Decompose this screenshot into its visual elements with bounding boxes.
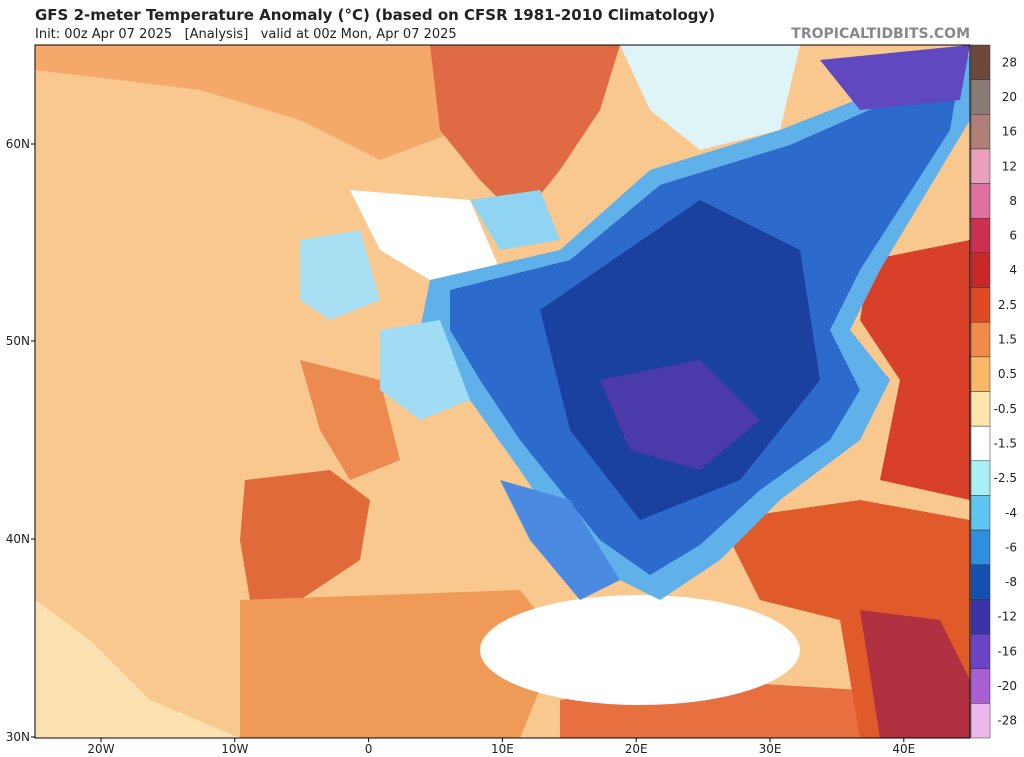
- colorbar-box: [970, 79, 991, 115]
- colorbar-label: -6: [1005, 540, 1017, 554]
- colorbar-box: [970, 703, 991, 739]
- colorbar-box: [970, 114, 991, 150]
- lon-label: 0: [365, 742, 373, 756]
- colorbar-box: [970, 252, 991, 288]
- colorbar-box: [970, 460, 991, 496]
- colorbar-box: [970, 564, 991, 600]
- colorbar-box: [970, 633, 991, 669]
- colorbar-box: [970, 495, 991, 531]
- axis-labels: 60N 50N 40N 30N 20W 10W 0 10E 20E 30E 40E: [6, 137, 915, 756]
- colorbar-label: 16: [1002, 125, 1017, 139]
- colorbar-box: [970, 148, 991, 184]
- lon-label: 40E: [892, 742, 915, 756]
- lon-label: 30E: [759, 742, 782, 756]
- colorbar-label: -8: [1005, 575, 1017, 589]
- lat-label: 50N: [6, 334, 30, 348]
- colorbar-label: 12: [1002, 159, 1017, 173]
- colorbar-label: -2.5: [994, 471, 1017, 485]
- colorbar-label: -0.5: [994, 402, 1017, 416]
- lon-label: 10E: [491, 742, 514, 756]
- colorbar-box: [970, 425, 991, 462]
- anomaly-map: [35, 45, 970, 738]
- colorbar-label: 1.5: [998, 333, 1017, 347]
- colorbar-label: -28: [997, 714, 1017, 728]
- colorbar-box: [970, 391, 991, 427]
- colorbar-label: 4: [1009, 263, 1017, 277]
- colorbar-box: [970, 287, 991, 323]
- colorbar-label: 28: [1002, 55, 1017, 69]
- lat-label: 60N: [6, 137, 30, 151]
- colorbar-box: [970, 529, 991, 565]
- colorbar-label: -12: [997, 610, 1017, 624]
- colorbar-label: 20: [1002, 90, 1017, 104]
- lat-label: 40N: [6, 532, 30, 546]
- colorbar-label: -20: [997, 679, 1017, 693]
- colorbar-box: [970, 44, 991, 80]
- colorbar: 28 20 16 12 8 6 4 2.5 1.5 0.5 -0.5 -1.5 -2.5 -4 -6 -8 -1…: [970, 44, 1017, 739]
- lon-label: 20W: [87, 742, 114, 756]
- colorbar-box: [970, 668, 991, 704]
- colorbar-label: -1.5: [994, 436, 1017, 450]
- title: GFS 2-meter Temperature Anomaly (°C) (ba…: [35, 6, 715, 24]
- colorbar-box: [970, 218, 991, 254]
- colorbar-box: [970, 321, 991, 358]
- watermark: TROPICALTIDBITS.COM: [791, 26, 970, 42]
- lon-label: 10W: [221, 742, 248, 756]
- colorbar-label: 2.5: [998, 298, 1017, 312]
- subtitle: Init: 00z Apr 07 2025 [Analysis] valid a…: [35, 27, 457, 42]
- colorbar-box: [970, 599, 991, 635]
- colorbar-label: 0.5: [998, 367, 1017, 381]
- colorbar-label: 6: [1009, 229, 1017, 243]
- colorbar-label: -16: [997, 644, 1017, 658]
- colorbar-box: [970, 356, 991, 392]
- colorbar-box: [970, 183, 991, 219]
- colorbar-label: -4: [1005, 506, 1017, 520]
- colorbar-label: 8: [1009, 194, 1017, 208]
- lon-label: 20E: [625, 742, 648, 756]
- lat-label: 30N: [6, 730, 30, 744]
